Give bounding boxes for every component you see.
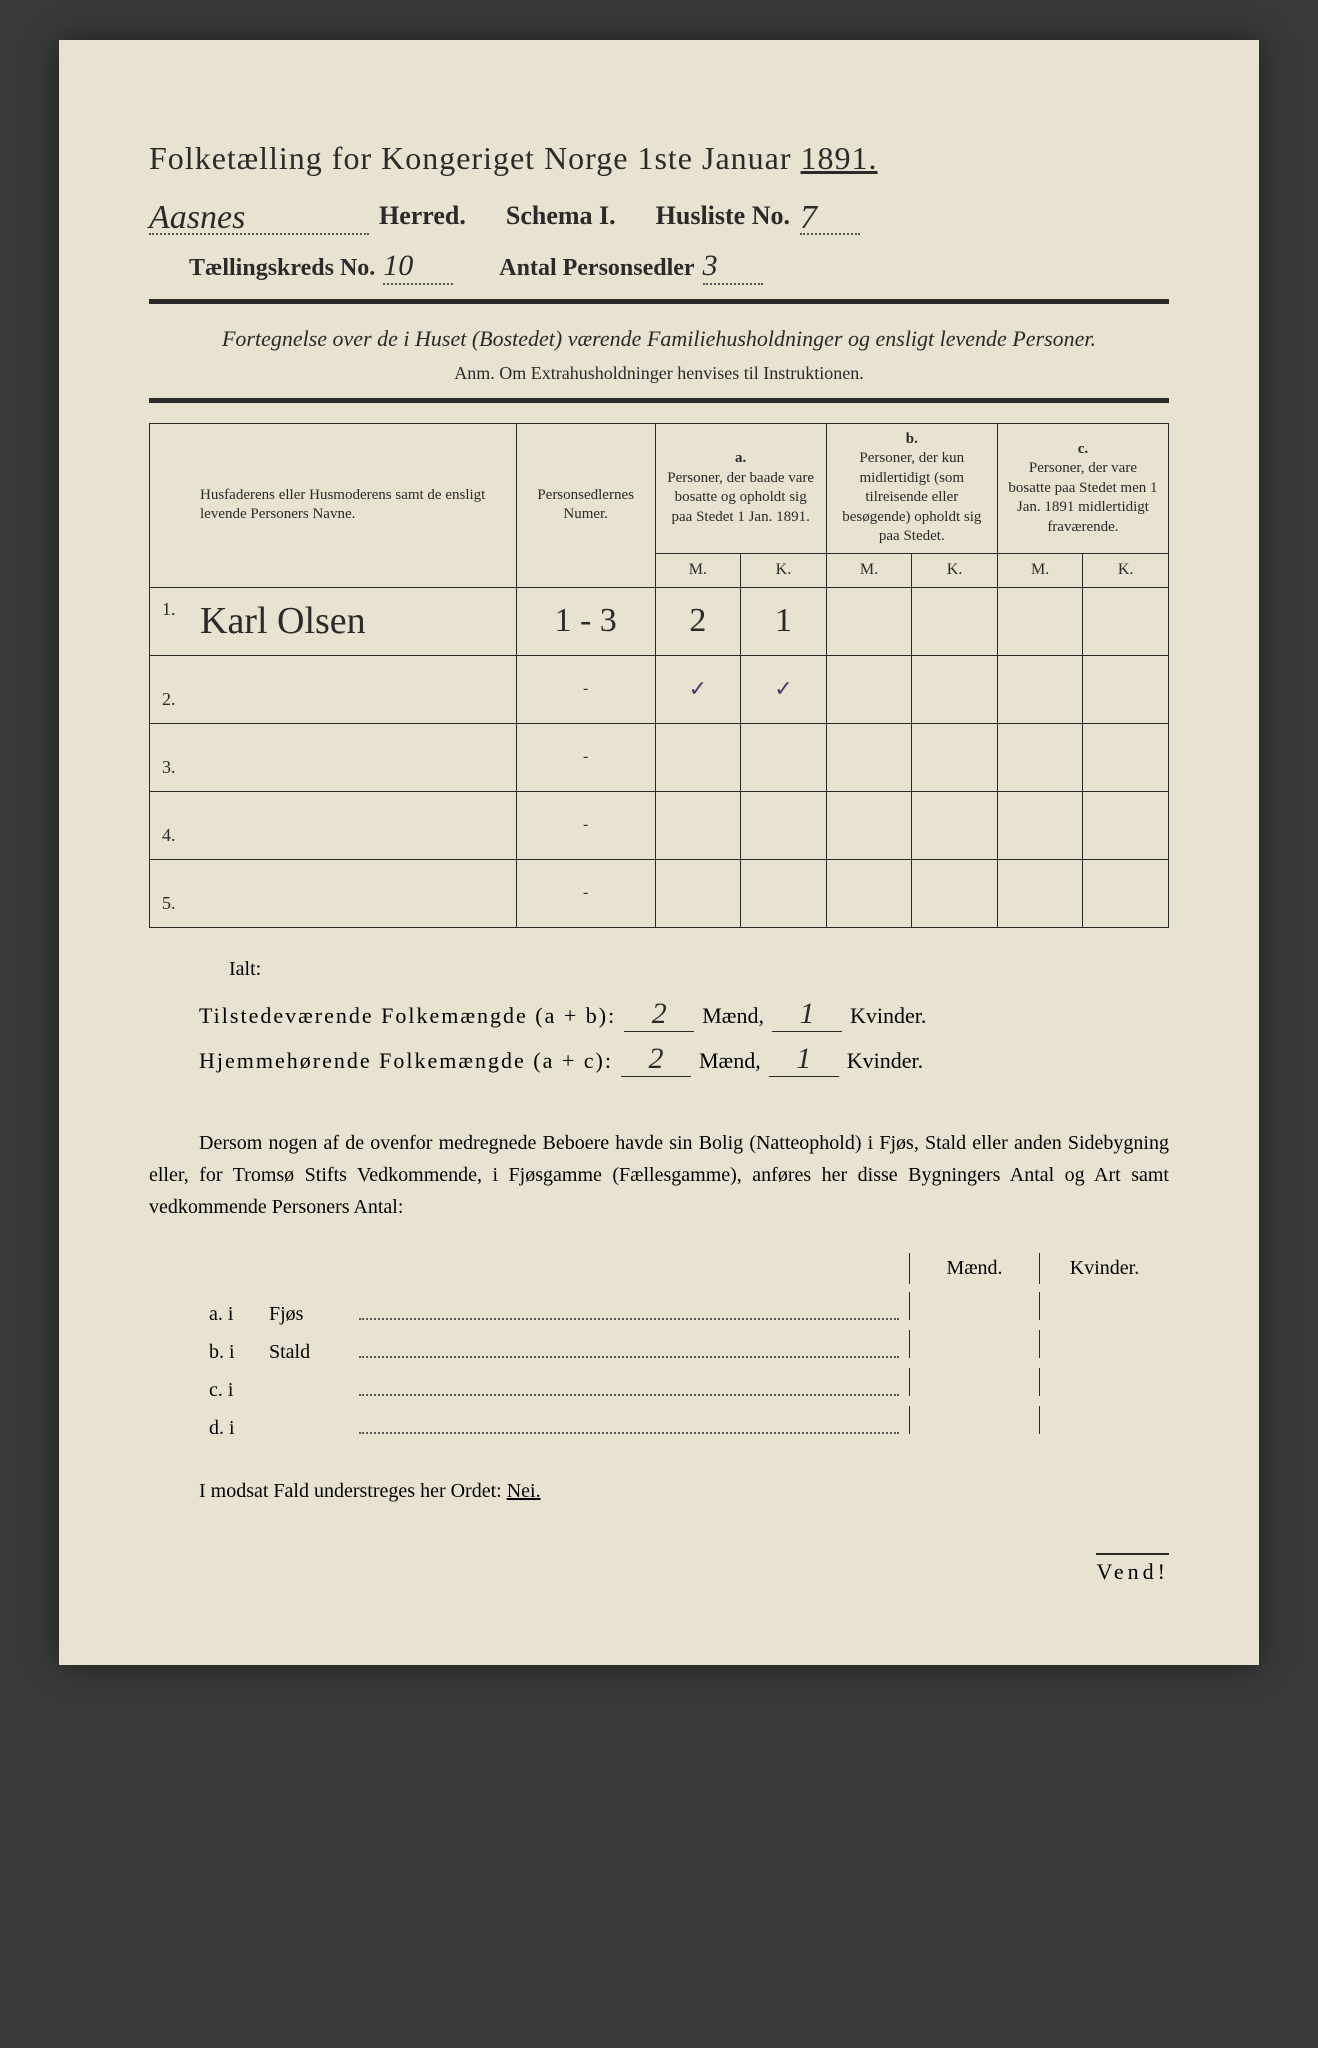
cell-a-k: ✓ (774, 676, 792, 701)
row-numer: 1 - 3 (554, 602, 616, 639)
th-b-text: Personer, der kun midlertidigt (som tilr… (835, 449, 989, 547)
antal-label: Antal Personsedler (499, 255, 694, 282)
th-c-label: c. (1006, 440, 1160, 460)
bygning-kvinder: Kvinder. (1039, 1253, 1169, 1284)
subtitle: Fortegnelse over de i Huset (Bostedet) v… (149, 324, 1169, 355)
th-a-label: a. (664, 449, 818, 469)
page-title: Folketælling for Kongeriget Norge 1ste J… (149, 140, 1169, 177)
kreds-label: Tællingskreds No. (189, 255, 375, 282)
th-b: b. Personer, der kun midlertidigt (som t… (826, 423, 997, 553)
ialt-label: Ialt: (229, 958, 1169, 981)
cell-a-m: ✓ (689, 676, 707, 701)
row-numer: - (583, 680, 588, 697)
row-numer: - (583, 884, 588, 901)
table-row: 5. - (150, 859, 1169, 927)
summary-1-label: Tilstedeværende Folkemængde (a + b): (199, 1003, 616, 1029)
summary-2-label: Hjemmehørende Folkemængde (a + c): (199, 1048, 613, 1074)
th-c-text: Personer, der vare bosatte paa Stedet me… (1006, 459, 1160, 537)
kreds-value: 10 (383, 249, 413, 282)
th-c-m: M. (997, 553, 1083, 587)
rule-1 (149, 299, 1169, 304)
rule-2 (149, 398, 1169, 403)
summary-2-m: 2 (648, 1042, 663, 1075)
summary-1-k: 1 (799, 997, 814, 1030)
th-c-k: K. (1083, 553, 1169, 587)
census-form-page: Folketælling for Kongeriget Norge 1ste J… (59, 40, 1259, 1665)
herred-line: Aasnes Herred. Schema I. Husliste No. 7 (149, 195, 1169, 235)
row-numer: - (583, 816, 588, 833)
bygning-itm: Stald (269, 1341, 359, 1364)
row-numer: - (583, 748, 588, 765)
th-a-text: Personer, der baade vare bosatte og opho… (664, 469, 818, 528)
kvinder-label: Kvinder. (850, 1003, 926, 1029)
household-table: Husfaderens eller Husmoderens samt de en… (149, 423, 1169, 928)
row-num: 3. (162, 757, 176, 778)
schema-label: Schema I. (506, 201, 616, 231)
th-b-k: K. (912, 553, 998, 587)
nei-word: Nei. (507, 1480, 541, 1502)
herred-value: Aasnes (149, 199, 245, 236)
bygning-row: c. i (209, 1368, 1169, 1402)
maend-label: Mænd, (702, 1003, 764, 1029)
bygning-row: d. i (209, 1406, 1169, 1440)
cell-a-m: 2 (689, 602, 706, 639)
row-name: Karl Olsen (200, 600, 366, 642)
kvinder-label: Kvinder. (847, 1048, 923, 1074)
row-num: 4. (162, 825, 176, 846)
anm-note: Anm. Om Extrahusholdninger henvises til … (149, 363, 1169, 384)
summary-line-1: Tilstedeværende Folkemængde (a + b): 2 M… (199, 997, 1169, 1032)
husliste-label: Husliste No. (656, 201, 790, 231)
th-a: a. Personer, der baade vare bosatte og o… (655, 423, 826, 553)
table-row: 1. Karl Olsen 1 - 3 2 1 (150, 587, 1169, 655)
row-num: 1. (162, 599, 176, 620)
summary-line-2: Hjemmehørende Folkemængde (a + c): 2 Mæn… (199, 1042, 1169, 1077)
table-body: 1. Karl Olsen 1 - 3 2 1 2. - ✓ ✓ 3. (150, 587, 1169, 927)
bygning-lbl: d. i (209, 1417, 269, 1440)
th-b-label: b. (835, 430, 989, 450)
bygning-itm: Fjøs (269, 1303, 359, 1326)
row-num: 2. (162, 689, 176, 710)
table-row: 4. - (150, 791, 1169, 859)
bygning-lbl: c. i (209, 1379, 269, 1402)
table-row: 2. - ✓ ✓ (150, 655, 1169, 723)
bygning-lbl: b. i (209, 1341, 269, 1364)
kreds-line: Tællingskreds No. 10 Antal Personsedler … (149, 249, 1169, 285)
bygning-header: Mænd. Kvinder. (209, 1253, 1169, 1284)
bygning-paragraph: Dersom nogen af de ovenfor medregnede Be… (149, 1127, 1169, 1223)
th-a-m: M. (655, 553, 741, 587)
bygning-row: b. i Stald (209, 1330, 1169, 1364)
th-a-k: K. (741, 553, 827, 587)
table-row: 3. - (150, 723, 1169, 791)
cell-a-k: 1 (775, 602, 792, 639)
th-c: c. Personer, der vare bosatte paa Stedet… (997, 423, 1168, 553)
herred-label: Herred. (379, 201, 466, 231)
bygning-maend: Mænd. (909, 1253, 1039, 1284)
vend-label: Vend! (1096, 1553, 1169, 1585)
maend-label: Mænd, (699, 1048, 761, 1074)
husliste-value: 7 (800, 199, 817, 236)
nei-line: I modsat Fald understreges her Ordet: Ne… (149, 1480, 1169, 1503)
antal-value: 3 (703, 249, 718, 282)
bygning-block: Mænd. Kvinder. a. i Fjøs b. i Stald c. i… (209, 1253, 1169, 1440)
nei-pre: I modsat Fald understreges her Ordet: (199, 1480, 502, 1502)
title-main: Folketælling for Kongeriget Norge 1ste J… (149, 140, 792, 176)
summary-1-m: 2 (652, 997, 667, 1030)
summary-2-k: 1 (796, 1042, 811, 1075)
th-numer: Personsedlernes Numer. (516, 423, 655, 587)
bygning-lbl: a. i (209, 1303, 269, 1326)
th-b-m: M. (826, 553, 912, 587)
title-year: 1891. (801, 140, 878, 176)
th-names: Husfaderens eller Husmoderens samt de en… (150, 423, 517, 587)
bygning-row: a. i Fjøs (209, 1292, 1169, 1326)
row-num: 5. (162, 893, 176, 914)
